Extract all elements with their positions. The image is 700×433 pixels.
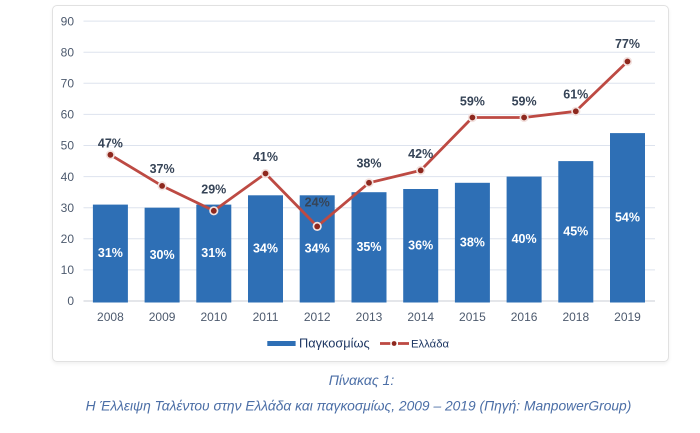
- svg-text:41%: 41%: [253, 150, 278, 164]
- svg-text:10: 10: [61, 263, 75, 277]
- svg-text:30: 30: [61, 201, 75, 215]
- svg-text:2009: 2009: [149, 310, 176, 324]
- svg-text:Παγκοσμίως: Παγκοσμίως: [299, 336, 370, 351]
- svg-text:2019: 2019: [614, 310, 641, 324]
- svg-text:35%: 35%: [356, 240, 381, 254]
- svg-text:2008: 2008: [97, 310, 124, 324]
- svg-text:2011: 2011: [253, 310, 279, 324]
- svg-text:30%: 30%: [150, 248, 175, 262]
- svg-text:37%: 37%: [150, 162, 175, 176]
- svg-text:38%: 38%: [460, 235, 485, 249]
- svg-text:Πίνακας 1:: Πίνακας 1:: [329, 372, 395, 388]
- svg-text:24%: 24%: [305, 195, 330, 209]
- svg-text:59%: 59%: [460, 94, 485, 108]
- svg-text:29%: 29%: [201, 183, 226, 197]
- svg-text:90: 90: [61, 14, 75, 28]
- svg-text:20: 20: [61, 232, 75, 246]
- svg-text:2015: 2015: [459, 310, 486, 324]
- svg-text:Ελλάδα: Ελλάδα: [411, 338, 449, 350]
- svg-text:47%: 47%: [98, 136, 123, 150]
- svg-text:70: 70: [61, 77, 75, 91]
- svg-text:34%: 34%: [253, 242, 278, 256]
- svg-text:60: 60: [61, 108, 75, 122]
- svg-text:2010: 2010: [200, 310, 227, 324]
- svg-text:31%: 31%: [98, 246, 123, 260]
- svg-text:59%: 59%: [512, 94, 537, 108]
- svg-text:54%: 54%: [615, 210, 640, 224]
- svg-text:31%: 31%: [201, 246, 226, 260]
- svg-text:0: 0: [67, 294, 74, 308]
- svg-text:50: 50: [61, 139, 75, 153]
- svg-text:2014: 2014: [407, 310, 434, 324]
- svg-text:61%: 61%: [563, 87, 588, 101]
- svg-text:40: 40: [61, 170, 75, 184]
- svg-text:Η Έλλειψη Ταλέντου στην Ελλάδα: Η Έλλειψη Ταλέντου στην Ελλάδα και παγκο…: [86, 399, 632, 414]
- svg-text:34%: 34%: [305, 242, 330, 256]
- svg-text:40%: 40%: [512, 232, 537, 246]
- svg-text:77%: 77%: [615, 37, 640, 51]
- svg-text:2018: 2018: [562, 310, 589, 324]
- svg-text:38%: 38%: [356, 156, 381, 170]
- svg-text:2016: 2016: [511, 310, 538, 324]
- svg-text:2013: 2013: [356, 310, 383, 324]
- svg-text:45%: 45%: [563, 224, 588, 238]
- svg-text:36%: 36%: [408, 238, 433, 252]
- svg-text:80: 80: [61, 45, 75, 59]
- svg-text:2012: 2012: [304, 310, 331, 324]
- svg-text:42%: 42%: [408, 147, 433, 161]
